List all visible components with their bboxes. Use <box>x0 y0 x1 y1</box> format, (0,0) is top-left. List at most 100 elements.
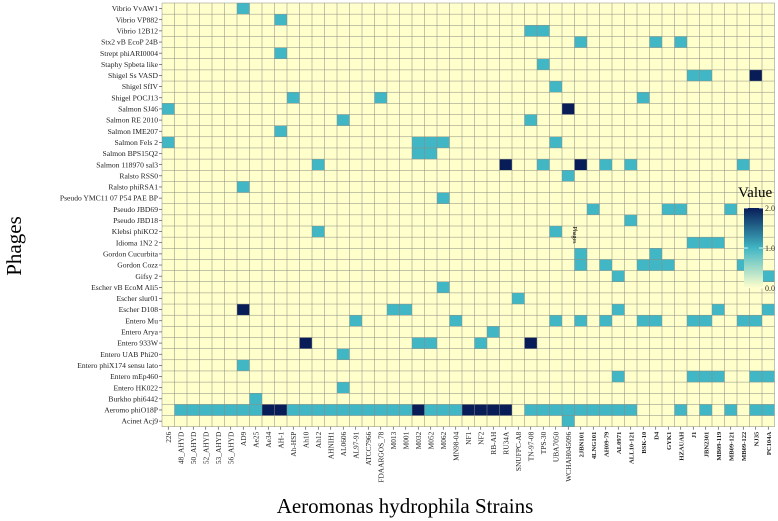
x-tick-label: SNUFPC-A8 <box>514 431 523 471</box>
x-tick-label: MN98-04 <box>451 431 460 460</box>
x-tick-label: PC104A <box>766 431 773 455</box>
y-tick-label: Entero UAB Phi20 <box>100 350 158 359</box>
heatmap-cell <box>399 304 412 316</box>
x-tick-label: AL0606 <box>339 431 348 456</box>
x-tick-label: HZAUAH <box>678 431 685 461</box>
heatmap-cell <box>412 404 425 416</box>
heatmap-cell <box>524 114 537 126</box>
heatmap-cell <box>537 404 550 416</box>
heatmap-cell <box>624 214 637 226</box>
x-tick-label: M032 <box>414 431 423 449</box>
heatmap-cell <box>724 404 737 416</box>
heatmap-cell <box>549 81 562 93</box>
x-tick-label: M013 <box>389 431 398 449</box>
heatmap-cell <box>474 337 487 349</box>
heatmap-cell <box>574 259 587 271</box>
heatmap-cell <box>562 415 575 427</box>
y-tick-label: Pseudo JBD69 <box>113 205 158 214</box>
heatmap-cell <box>724 203 737 215</box>
heatmap-cell <box>699 404 712 416</box>
heatmap-cell <box>674 36 687 48</box>
heatmap-cell <box>624 159 637 171</box>
heatmap-cell <box>499 404 512 416</box>
heatmap-cell <box>574 159 587 171</box>
y-tick-label: Idioma 1N2 2 <box>116 238 158 247</box>
x-tick-label: WCHAH045096 <box>564 431 573 481</box>
heatmap-cell <box>649 259 662 271</box>
heatmap-cell <box>299 337 312 349</box>
heatmap-cell <box>599 159 612 171</box>
x-axis-title: Aeromonas hydrophila Strains <box>277 494 534 518</box>
heatmap-cell <box>687 69 700 82</box>
heatmap-cell <box>449 404 462 416</box>
x-tick-label: 4LNG101 <box>591 432 598 459</box>
heatmap-cell <box>474 404 487 416</box>
x-tick-label: JBN2301 <box>703 432 710 458</box>
x-tick-label: 226 <box>164 431 173 442</box>
y-tick-label: Vibrio VP882 <box>116 15 158 24</box>
y-tick-label: Pseudo YMC11 07 P54 PAE BP <box>60 194 158 203</box>
heatmap-cell <box>649 248 662 260</box>
heatmap-cell <box>374 404 387 416</box>
heatmap-cell <box>612 270 625 282</box>
heatmap-cell <box>762 404 775 416</box>
heatmap-cell <box>524 25 537 37</box>
x-tick-label: 53_AHYD <box>214 431 223 464</box>
heatmap-cell <box>387 304 400 316</box>
y-tick-label: Salmon SJ46 <box>118 105 158 114</box>
y-tick-label: Escher D108 <box>119 305 159 314</box>
heatmap-cell <box>349 315 362 327</box>
y-tick-label: Shigel SfIV <box>122 82 159 91</box>
heatmap-cell <box>549 404 562 416</box>
heatmap-cell <box>412 147 425 160</box>
x-tick-label: NF1 <box>464 431 473 444</box>
heatmap-cell <box>699 315 712 327</box>
x-tick-label: Ae34 <box>264 431 273 447</box>
heatmap-cell <box>262 404 275 416</box>
x-tick-label: TN-97-08 <box>526 431 535 461</box>
heatmap-cell <box>612 370 625 383</box>
x-tick-label: BSK-10 <box>641 431 648 454</box>
heatmap-cell <box>487 404 500 416</box>
heatmap-cell <box>349 404 362 416</box>
heatmap-cell <box>737 259 750 271</box>
heatmap-cell <box>274 404 287 416</box>
heatmap-cell <box>687 370 700 383</box>
heatmap-cell <box>587 404 600 416</box>
x-tick-label: M001 <box>401 431 410 449</box>
heatmap-cell <box>637 92 650 104</box>
heatmap-cell <box>574 248 587 260</box>
x-tick-label: J1 <box>691 432 698 439</box>
heatmap-cell <box>224 404 237 416</box>
x-tick-label: M062 <box>439 431 448 449</box>
heatmap-cell <box>499 159 512 171</box>
heatmap-cell <box>699 69 712 82</box>
x-tick-label: ATCC7966 <box>364 431 373 465</box>
x-tick-label: Ah-HSP <box>289 432 298 457</box>
x-tick-label: NJ35 <box>753 431 760 446</box>
heatmap-cell <box>712 304 725 316</box>
y-tick-label: Entero mEp460 <box>110 372 158 381</box>
heatmap-cell <box>362 404 375 416</box>
x-tick-label: 50_AHYD <box>189 431 198 464</box>
heatmap-cell <box>637 315 650 327</box>
y-tick-label: Vibrio 12B12 <box>116 26 158 35</box>
y-tick-label: Salmon IME207 <box>108 127 159 136</box>
heatmap-cell <box>749 69 762 82</box>
heatmap-cell <box>487 326 500 338</box>
x-tick-label: 56_AHYD <box>226 431 235 464</box>
heatmap-cell <box>587 203 600 215</box>
y-tick-label: Klebsi phiKO2 <box>112 227 158 236</box>
heatmap-cell <box>749 370 762 383</box>
heatmap-cell <box>312 404 325 416</box>
x-tick-labels: 226 48_AHYD 50_AHYD 52_AHYD 53_AHYD 56_AHYD AD… <box>164 426 773 483</box>
heatmap-cell <box>762 304 775 316</box>
x-tick-label: UBA7050 <box>551 431 560 462</box>
heatmap-cell <box>412 337 425 349</box>
heatmap-cell <box>574 404 587 416</box>
y-tick-label: Salmon Fels 2 <box>115 138 159 147</box>
y-tick-label: Escher vB EcoM Ali5 <box>91 283 158 292</box>
heatmap-cell <box>274 14 287 26</box>
heatmap-cell <box>612 404 625 416</box>
